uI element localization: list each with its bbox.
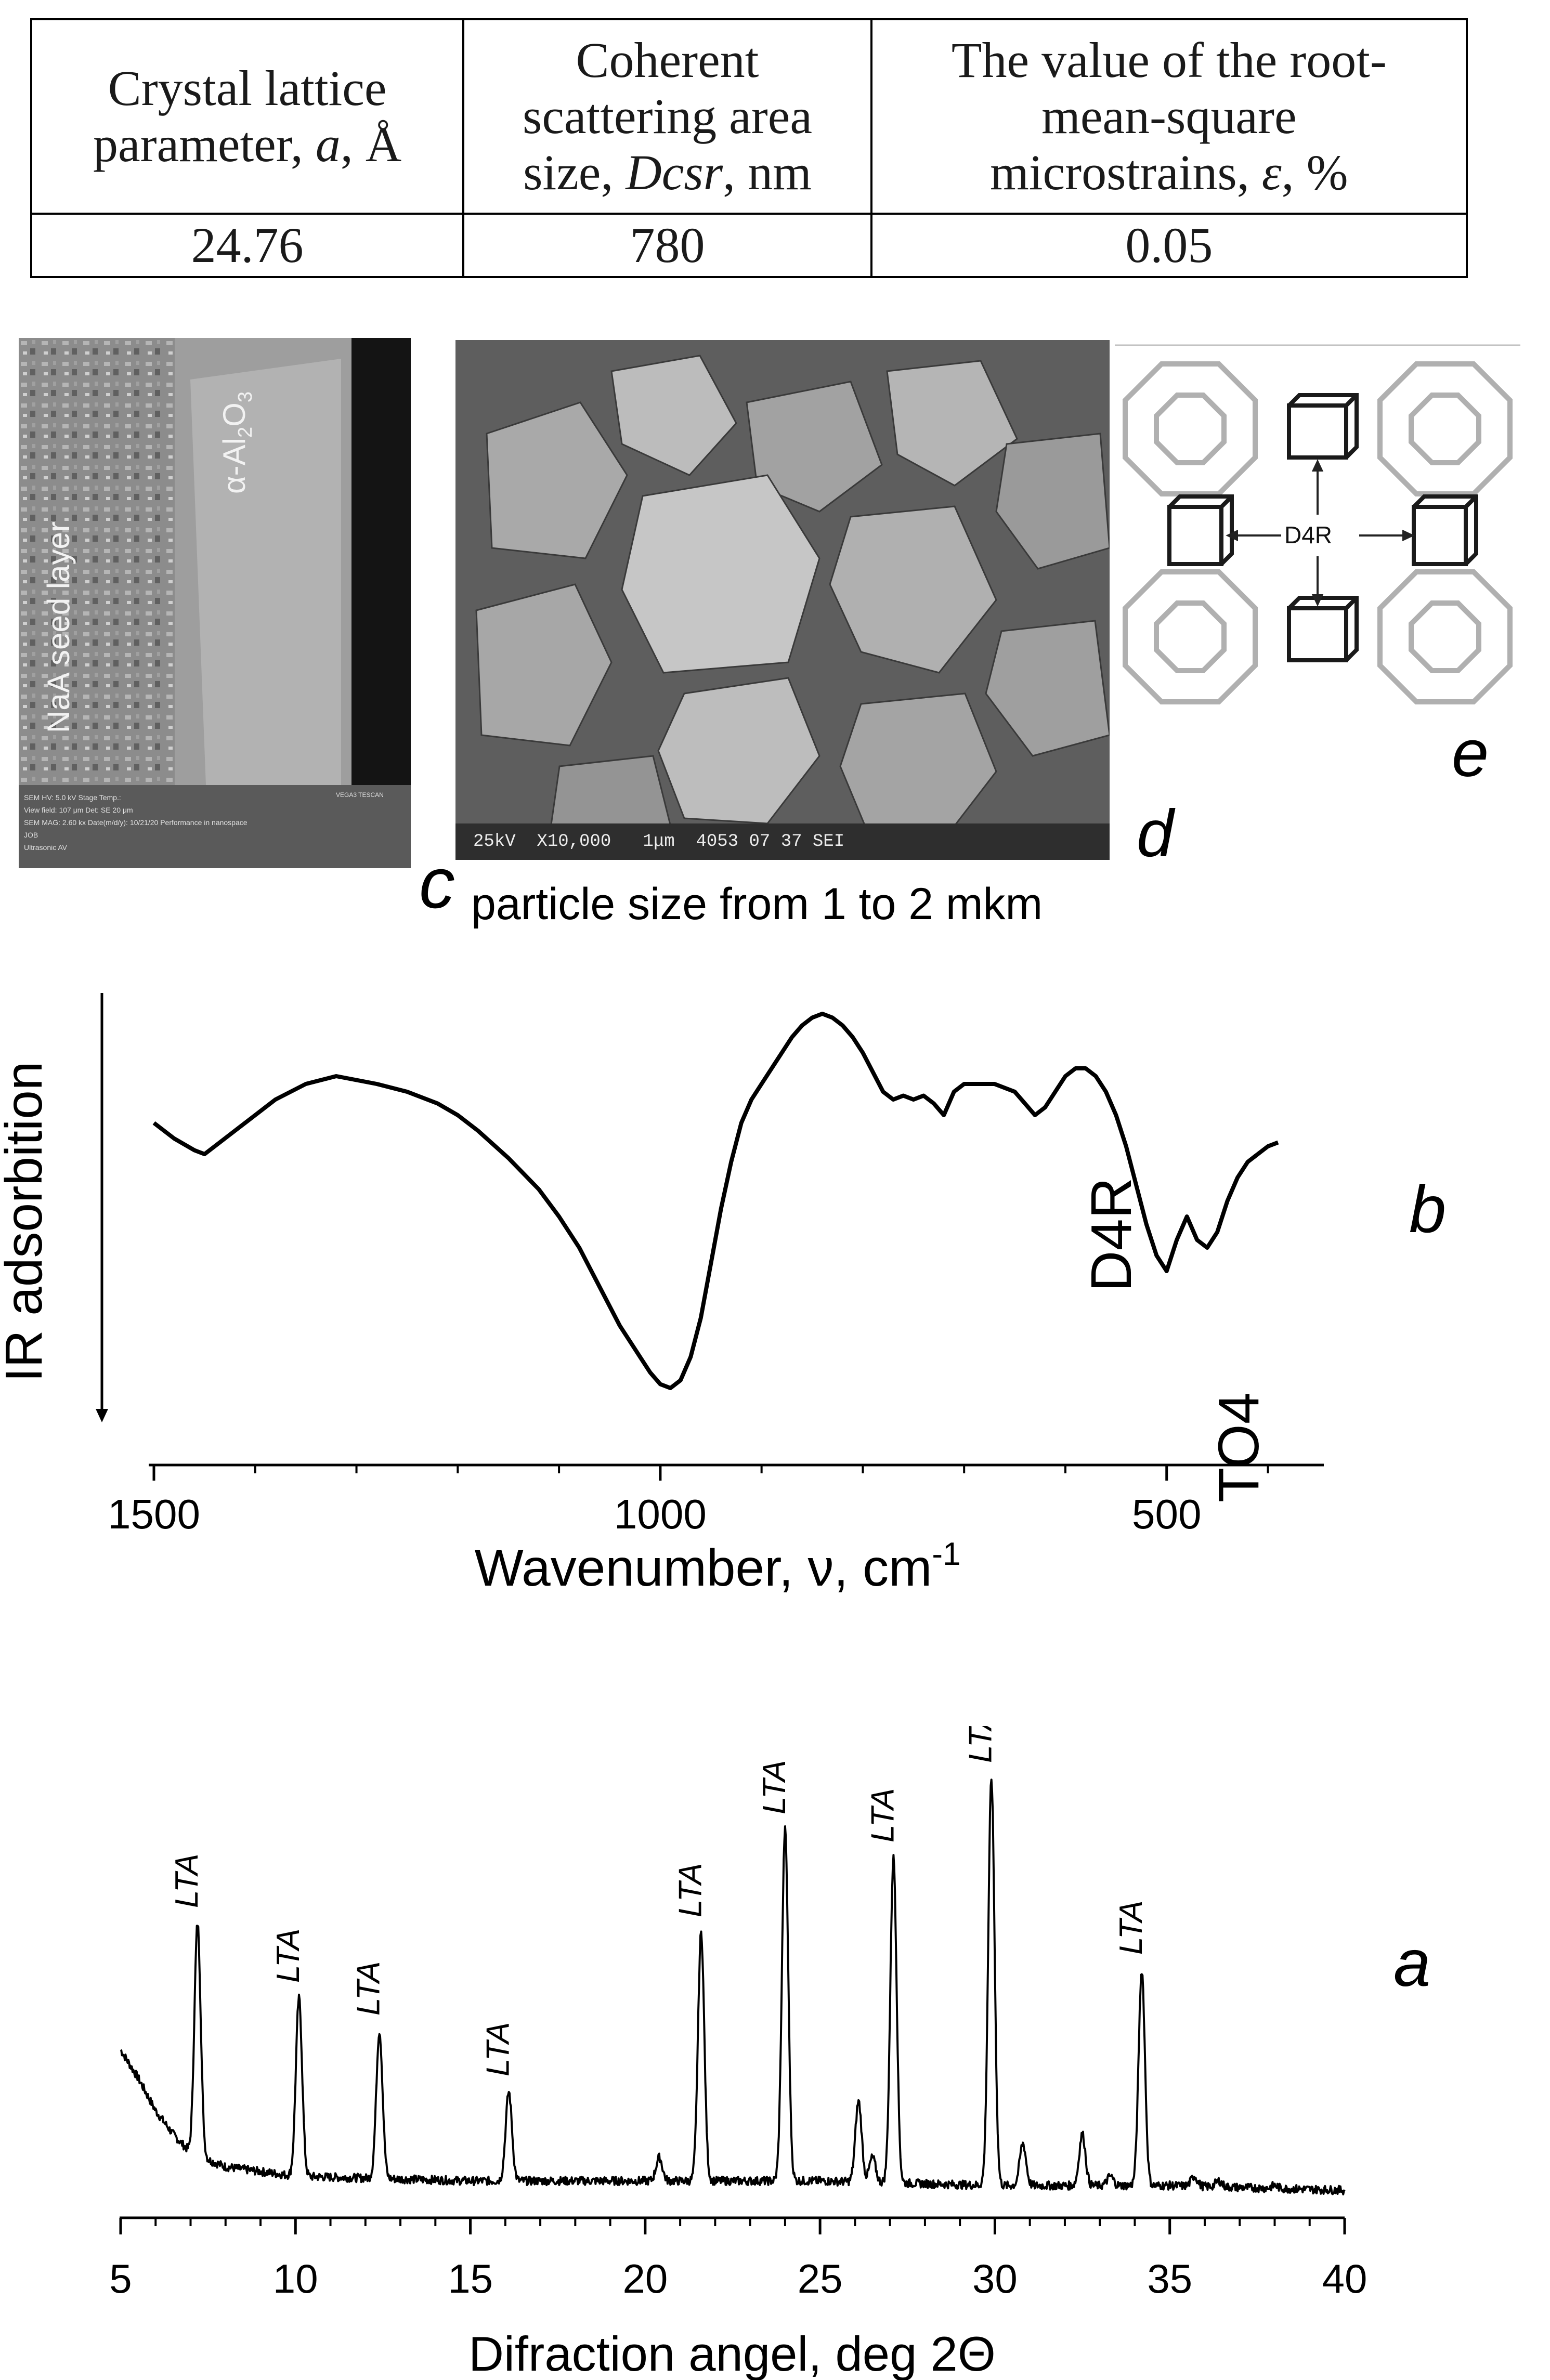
to4-annotation: TO4 <box>1207 1392 1271 1502</box>
lta-peak-label: LTA <box>672 1863 708 1917</box>
lta-peak-label: LTA <box>865 1788 901 1842</box>
table-header-microstrain: The value of the root- mean-square micro… <box>870 18 1468 215</box>
xrd-pattern-chart: 5 10 15 20 25 30 35 40 LTA LTA LTA LTA LTA LTA LTA LTA… <box>109 1726 1430 2380</box>
ir-series-line <box>152 1012 1279 1390</box>
xrd-x-tick-label: 35 <box>1147 2256 1192 2301</box>
ir-x-axis-label: Wavenumber, ν, cm-1 <box>474 1536 960 1597</box>
ir-x-tick-label: 1500 <box>108 1491 200 1537</box>
panel-letter-c: c <box>419 843 455 923</box>
xrd-series-line <box>120 1779 1346 2195</box>
table-header-row: Crystal lattice parameter, a, Å Coherent… <box>30 18 1468 215</box>
ir-x-tick-label: 500 <box>1132 1491 1201 1537</box>
xrd-x-tick-label: 10 <box>273 2256 318 2301</box>
table-cell-microstrain: 0.05 <box>870 213 1468 278</box>
table-cell-dcsr: 780 <box>462 213 872 278</box>
table-header-dcsr: Coherent scattering area size, Dcsr, nm <box>462 18 872 215</box>
lta-peak-label: LTA <box>169 1853 205 1908</box>
xrd-x-tick-label: 15 <box>448 2256 493 2301</box>
ir-x-tick-label: 1000 <box>614 1491 707 1537</box>
lta-framework-diagram: D4R <box>1115 343 1520 723</box>
xrd-x-tick-label: 30 <box>972 2256 1018 2301</box>
table-row: 24.76 780 0.05 <box>30 213 1468 278</box>
sem-info-bar: SEM HV: 5.0 kV Stage Temp.: View field: … <box>24 793 248 852</box>
sem-crystals-graphic <box>455 340 1110 860</box>
xrd-x-axis-label: Difraction angel, deg 2Θ <box>468 2326 996 2380</box>
lta-peak-label: LTA <box>480 2022 516 2076</box>
panel-letter-d: d <box>1137 796 1174 871</box>
sem-brand-label: VEGA3 TESCAN <box>336 791 384 799</box>
sem-crystals-info-bar: 25kV X10,000 1μm 4053 07 37 SEI <box>473 832 845 852</box>
seed-layer-label: NaA seed layer <box>41 521 76 733</box>
parameters-table: Crystal lattice parameter, a, Å Coherent… <box>30 18 1468 278</box>
lta-peak-label: LTA <box>1113 1900 1149 1955</box>
table-cell-lattice: 24.76 <box>30 213 465 278</box>
substrate-label: α-Al2O3 <box>217 391 256 494</box>
ir-y-axis-arrow-icon <box>96 1409 108 1422</box>
xrd-x-tick-label: 5 <box>109 2256 132 2301</box>
table-header-lattice: Crystal lattice parameter, a, Å <box>30 18 465 215</box>
particle-size-caption: particle size from 1 to 2 mkm <box>471 879 1043 929</box>
xrd-x-tick-label: 20 <box>622 2256 668 2301</box>
panel-letter-e: e <box>1452 716 1489 791</box>
panel-letter-b: b <box>1409 1172 1446 1247</box>
ir-y-axis-label: IR adsorbition <box>0 1062 53 1382</box>
lta-framework-graphic <box>1115 344 1520 704</box>
sem-cross-section-graphic <box>19 338 411 868</box>
lta-peak-label: LTA <box>757 1760 792 1814</box>
d4r-annotation: D4R <box>1079 1178 1143 1292</box>
xrd-x-tick-label: 25 <box>798 2256 843 2301</box>
panel-letter-a: a <box>1393 1926 1430 2000</box>
sem-cross-section-image: NaA seed layer α-Al2O3 SEM HV: 5.0 kV St… <box>19 338 411 868</box>
lta-peak-label: LTA <box>963 1726 999 1763</box>
lta-peak-label: LTA <box>270 1928 306 1983</box>
ir-spectrum-chart: 1500 1000 500 D4R TO4 IR adsorbition Waven… <box>0 993 1446 1597</box>
xrd-x-tick-label: 40 <box>1322 2256 1367 2301</box>
sem-crystals-image: 25kV X10,000 1μm 4053 07 37 SEI <box>455 340 1110 860</box>
d4r-structure-label: D4R <box>1284 521 1333 548</box>
lta-peak-label: LTA <box>351 1961 387 2016</box>
